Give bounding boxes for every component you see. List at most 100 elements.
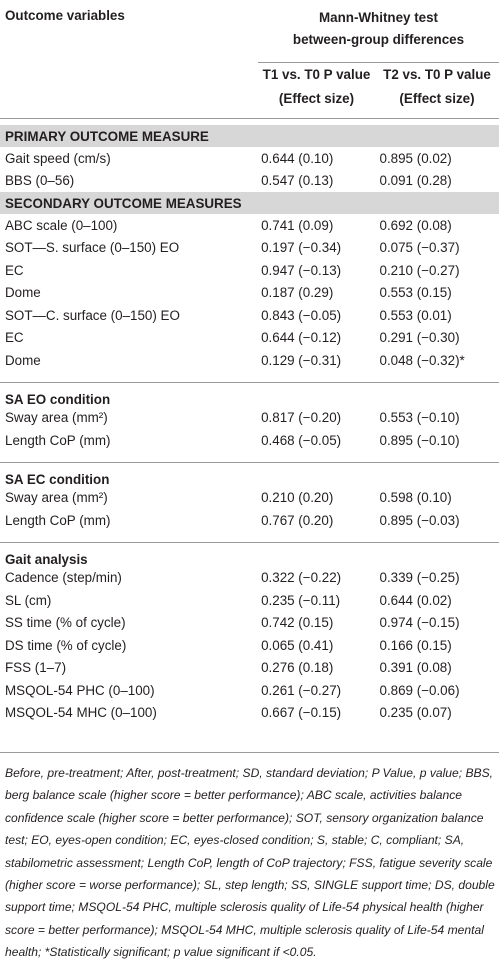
value-cell: 0.322 (−0.22)	[261, 570, 342, 586]
value-cell: 0.553 (0.15)	[379, 285, 452, 301]
section-row: Gait analysis	[0, 542, 499, 567]
separator	[0, 371, 499, 383]
value-cell: 0.166 (0.15)	[379, 637, 452, 653]
value-cell: 0.276 (0.18)	[261, 660, 334, 676]
data-row: SS time (% of cycle) 0.742 (0.15) 0.974 (−…	[0, 612, 499, 635]
data-row: Sway area (mm²) 0.817 (−0.20) 0.553 (−0.10…	[0, 407, 499, 430]
data-row: DS time (% of cycle) 0.065 (0.41) 0.166 (0…	[0, 634, 499, 657]
outcome-header: Outcome variables	[5, 8, 125, 23]
value-cell: 0.644 (−0.12)	[261, 330, 342, 346]
label-cell: MSQOL-54 PHC (0–100)	[5, 682, 155, 698]
value-cell: 0.197 (−0.34)	[261, 240, 342, 256]
value-cell: 0.553 (−0.10)	[379, 410, 460, 426]
label-cell: SL (cm)	[5, 592, 52, 608]
section-title: SA EC condition	[5, 471, 110, 487]
value-cell: 0.692 (0.08)	[379, 217, 452, 233]
value-cell: 0.817 (−0.20)	[261, 410, 342, 426]
value-cell: 0.091 (0.28)	[379, 173, 452, 189]
value-cell: 0.235 (−0.11)	[261, 592, 341, 608]
data-row: SOT—S. surface (0–150) EO 0.197 (−0.34) 0.…	[0, 237, 499, 260]
results-table: PRIMARY OUTCOME MEASURE Gait speed (cm/s)…	[0, 125, 499, 724]
data-row: EC 0.947 (−0.13) 0.210 (−0.27)	[0, 259, 499, 282]
spacer	[0, 531, 499, 543]
test-subtitle: between-group differences	[292, 32, 465, 47]
test-title: Mann-Whitney test	[318, 10, 439, 25]
label-cell: Sway area (mm²)	[5, 490, 108, 506]
section-title: SECONDARY OUTCOME MEASURES	[0, 192, 499, 214]
value-cell: 0.895 (−0.10)	[379, 432, 460, 448]
section-title: Gait analysis	[5, 551, 88, 567]
value-cell: 0.339 (−0.25)	[379, 570, 460, 586]
data-row: Dome 0.129 (−0.31) 0.048 (−0.32)*	[0, 349, 499, 372]
column-header: (Effect size)	[399, 91, 475, 106]
value-cell: 0.547 (0.13)	[261, 173, 334, 189]
value-cell: 0.741 (0.09)	[261, 217, 334, 233]
value-cell: 0.767 (0.20)	[261, 512, 334, 528]
value-cell: 0.644 (0.10)	[261, 150, 334, 166]
data-row: Sway area (mm²) 0.210 (0.20) 0.598 (0.10)	[0, 487, 499, 510]
data-row: Length CoP (mm) 0.767 (0.20) 0.895 (−0.03)	[0, 509, 499, 532]
label-cell: FSS (1–7)	[5, 660, 67, 676]
section-title: PRIMARY OUTCOME MEASURE	[0, 125, 499, 147]
footnote: Before, pre-treatment; After, post-treat…	[5, 766, 495, 960]
value-cell: 0.065 (0.41)	[261, 637, 334, 653]
data-row: EC 0.644 (−0.12) 0.291 (−0.30)	[0, 327, 499, 350]
data-row: Dome 0.187 (0.29) 0.553 (0.15)	[0, 282, 499, 305]
section-row: SECONDARY OUTCOME MEASURES	[0, 192, 499, 214]
value-cell: 0.553 (0.01)	[379, 307, 452, 323]
value-cell: 0.075 (−0.37)	[379, 240, 460, 256]
data-row: Length CoP (mm) 0.468 (−0.05) 0.895 (−0.10…	[0, 429, 499, 452]
value-cell: 0.210 (0.20)	[261, 490, 334, 506]
value-cell: 0.947 (−0.13)	[261, 262, 342, 278]
label-cell: Gait speed (cm/s)	[5, 150, 111, 166]
value-cell: 0.598 (0.10)	[379, 490, 452, 506]
data-row: SL (cm) 0.235 (−0.11) 0.644 (0.02)	[0, 589, 499, 612]
separator	[0, 451, 499, 463]
column-header: (Effect size)	[278, 91, 355, 106]
data-row: Gait speed (cm/s) 0.644 (0.10) 0.895 (0.02…	[0, 147, 499, 170]
value-cell: 0.210 (−0.27)	[379, 262, 460, 278]
label-cell: Dome	[5, 352, 41, 368]
label-cell: EC	[5, 330, 24, 346]
value-cell: 0.291 (−0.30)	[379, 330, 460, 346]
rule	[0, 118, 499, 119]
section-title: SA EO condition	[5, 391, 111, 407]
value-cell: 0.235 (0.07)	[379, 705, 452, 721]
label-cell: SOT—C. surface (0–150) EO	[5, 307, 180, 323]
value-cell: 0.974 (−0.15)	[379, 615, 460, 631]
data-row: Cadence (step/min) 0.322 (−0.22) 0.339 (−0…	[0, 567, 499, 590]
rule	[0, 752, 499, 753]
label-cell: Cadence (step/min)	[5, 570, 122, 586]
column-header: T1 vs. T0 P value	[262, 67, 371, 82]
value-cell: 0.048 (−0.32)*	[379, 352, 465, 368]
value-cell: 0.644 (0.02)	[379, 592, 452, 608]
label-cell: Length CoP (mm)	[5, 432, 111, 448]
value-cell: 0.667 (−0.15)	[261, 705, 342, 721]
label-cell: EC	[5, 262, 24, 278]
data-row: BBS (0–56) 0.547 (0.13) 0.091 (0.28)	[0, 170, 499, 193]
column-header: T2 vs. T0 P value	[383, 67, 491, 82]
data-row: ABC scale (0–100) 0.741 (0.09) 0.692 (0.08…	[0, 214, 499, 237]
spacer	[0, 371, 499, 383]
label-cell: DS time (% of cycle)	[5, 637, 127, 653]
label-cell: MSQOL-54 MHC (0–100)	[5, 705, 157, 721]
value-cell: 0.468 (−0.05)	[261, 432, 342, 448]
section-row: SA EC condition	[0, 462, 499, 487]
value-cell: 0.742 (0.15)	[261, 615, 334, 631]
separator	[0, 531, 499, 543]
label-cell: Sway area (mm²)	[5, 410, 108, 426]
value-cell: 0.391 (0.08)	[379, 660, 452, 676]
spacer	[0, 451, 499, 463]
rule	[258, 62, 499, 63]
label-cell: Length CoP (mm)	[5, 512, 111, 528]
label-cell: SOT—S. surface (0–150) EO	[5, 240, 180, 256]
value-cell: 0.895 (−0.03)	[379, 512, 460, 528]
data-row: MSQOL-54 PHC (0–100) 0.261 (−0.27) 0.869 (…	[0, 679, 499, 702]
label-cell: ABC scale (0–100)	[5, 217, 118, 233]
value-cell: 0.187 (0.29)	[261, 285, 334, 301]
data-row: MSQOL-54 MHC (0–100) 0.667 (−0.15) 0.235 (…	[0, 702, 499, 725]
value-cell: 0.129 (−0.31)	[261, 352, 342, 368]
data-row: FSS (1–7) 0.276 (0.18) 0.391 (0.08)	[0, 657, 499, 680]
label-cell: BBS (0–56)	[5, 173, 75, 189]
